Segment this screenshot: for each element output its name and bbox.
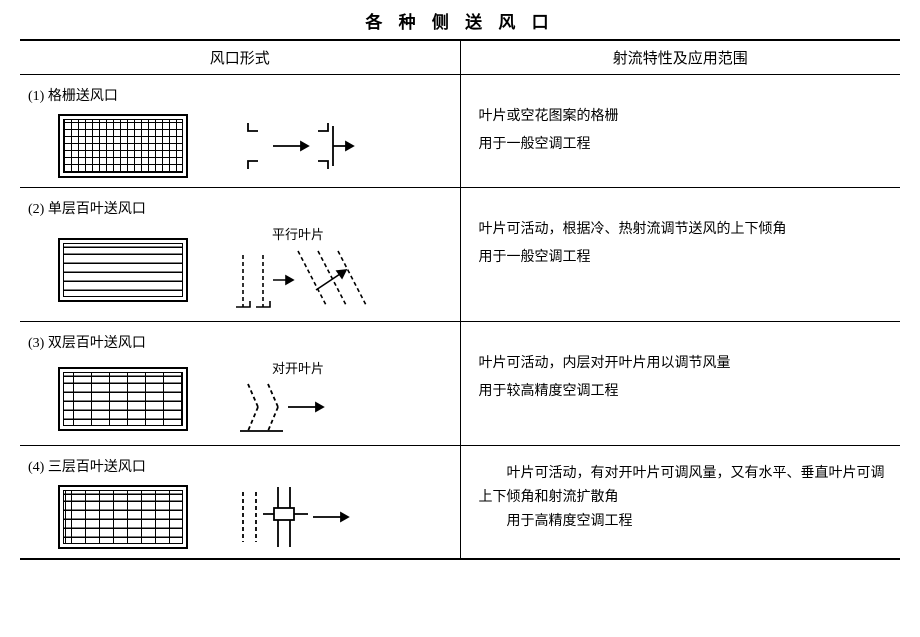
row-label: (1) 格栅送风口 xyxy=(28,85,452,105)
desc-line: 叶片可活动，有对开叶片可调风量，又有水平、垂直叶片可调上下倾角和射流扩散角 xyxy=(479,462,893,510)
desc-line: 用于一般空调工程 xyxy=(479,244,893,272)
table-row: (2) 单层百叶送风口 平行叶片 xyxy=(20,188,900,322)
airflow-diagram xyxy=(218,111,378,181)
grille-icon xyxy=(58,238,188,302)
airflow-diagram xyxy=(218,482,378,552)
description: 叶片可活动，根据冷、热射流调节送风的上下倾角 用于一般空调工程 xyxy=(469,198,893,272)
outlet-table: 风口形式 射流特性及应用范围 (1) 格栅送风口 xyxy=(20,39,900,560)
desc-line: 叶片可活动，内层对开叶片用以调节风量 xyxy=(479,350,893,378)
table-row: (4) 三层百叶送风口 xyxy=(20,446,900,560)
page-title: 各 种 侧 送 风 口 xyxy=(20,8,900,33)
table-row: (1) 格栅送风口 xyxy=(20,75,900,188)
row-label: (4) 三层百叶送风口 xyxy=(28,456,452,476)
diagram-label: 对开叶片 xyxy=(218,358,378,377)
desc-line: 用于一般空调工程 xyxy=(479,131,893,159)
desc-line: 叶片或空花图案的格栅 xyxy=(479,103,893,131)
description: 叶片可活动，有对开叶片可调风量，又有水平、垂直叶片可调上下倾角和射流扩散角 用于… xyxy=(469,456,893,533)
desc-line: 用于较高精度空调工程 xyxy=(479,378,893,406)
grille-icon xyxy=(58,367,188,431)
description: 叶片或空花图案的格栅 用于一般空调工程 xyxy=(469,85,893,159)
header-right: 射流特性及应用范围 xyxy=(460,40,900,75)
row-label: (2) 单层百叶送风口 xyxy=(28,198,452,218)
desc-line: 叶片可活动，根据冷、热射流调节送风的上下倾角 xyxy=(479,216,893,244)
grille-icon xyxy=(58,114,188,178)
grille-icon xyxy=(58,485,188,549)
table-row: (3) 双层百叶送风口 对开叶片 xyxy=(20,322,900,446)
header-left: 风口形式 xyxy=(20,40,460,75)
desc-line: 用于高精度空调工程 xyxy=(479,510,893,534)
description: 叶片可活动，内层对开叶片用以调节风量 用于较高精度空调工程 xyxy=(469,332,893,406)
airflow-diagram: 对开叶片 xyxy=(218,358,378,439)
diagram-label: 平行叶片 xyxy=(218,224,378,243)
row-label: (3) 双层百叶送风口 xyxy=(28,332,452,352)
airflow-diagram: 平行叶片 xyxy=(218,224,378,315)
